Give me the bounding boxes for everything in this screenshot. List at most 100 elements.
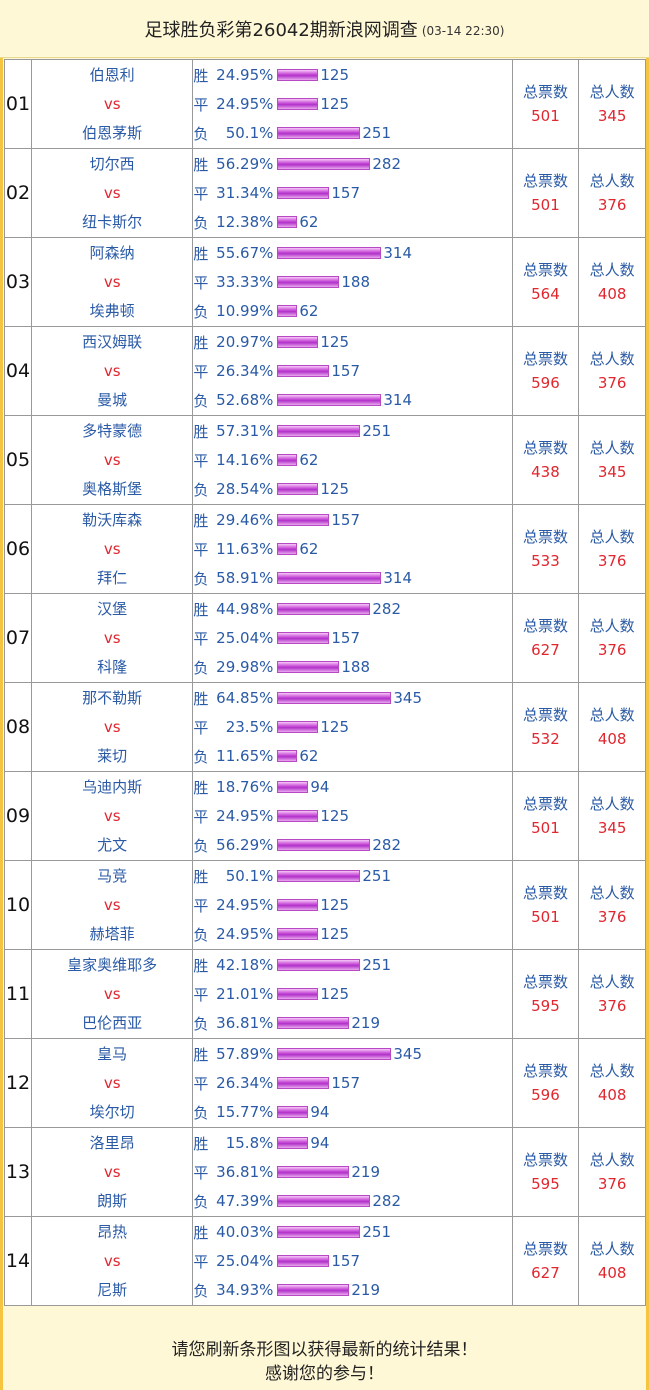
away-team[interactable]: 曼城 <box>97 390 128 409</box>
home-team[interactable]: 多特蒙德 <box>82 421 143 440</box>
total-people-value: 376 <box>597 196 627 214</box>
home-team[interactable]: 伯恩利 <box>89 65 135 84</box>
lose-percent: 36.81% <box>216 1014 274 1032</box>
draw-percent: 25.04% <box>216 629 274 647</box>
home-team[interactable]: 西汉姆联 <box>82 332 143 351</box>
draw-percent: 31.34% <box>216 184 274 202</box>
away-team[interactable]: 莱切 <box>97 746 128 765</box>
draw-line: 平 24.95% 125 <box>193 90 511 119</box>
draw-bar <box>277 1166 350 1178</box>
win-percent: 18.76% <box>216 778 274 796</box>
home-team[interactable]: 皇马 <box>97 1044 128 1063</box>
away-team[interactable]: 纽卡斯尔 <box>82 212 143 231</box>
page-header: 足球胜负彩第26042期新浪网调查 (03-14 22:30) <box>0 0 649 58</box>
win-percent: 20.97% <box>216 333 274 351</box>
total-votes-label: 总票数 <box>522 261 568 279</box>
draw-bar <box>277 365 330 377</box>
draw-label: 平 <box>193 95 209 114</box>
win-label: 胜 <box>193 422 209 441</box>
away-team[interactable]: 科隆 <box>97 657 128 676</box>
away-team[interactable]: 尼斯 <box>97 1280 128 1299</box>
lose-bar <box>277 1195 371 1207</box>
match-row: 13 洛里昂 vs 朗斯 胜 15.8% 94 平 36.81% 219 负 47.39% 282 总票数… <box>4 1127 646 1217</box>
lose-line: 负 24.95% 125 <box>193 920 511 949</box>
draw-label: 平 <box>193 896 209 915</box>
win-bar <box>277 1048 392 1060</box>
draw-label: 平 <box>193 1163 209 1182</box>
home-team[interactable]: 勒沃库森 <box>82 510 143 529</box>
total-votes-label: 总票数 <box>522 83 568 101</box>
away-team[interactable]: 伯恩茅斯 <box>82 123 143 142</box>
lose-count: 314 <box>383 391 413 409</box>
draw-line: 平 25.04% 157 <box>193 1247 511 1276</box>
away-team[interactable]: 奥格斯堡 <box>82 479 143 498</box>
draw-count: 125 <box>320 807 350 825</box>
win-bar <box>277 514 330 526</box>
draw-label: 平 <box>193 540 209 559</box>
lose-bar <box>277 483 319 495</box>
home-team[interactable]: 阿森纳 <box>89 243 135 262</box>
match-row: 11 皇家奥维耶多 vs 巴伦西亚 胜 42.18% 251 平 21.01% 125 负 36.81… <box>4 949 646 1039</box>
total-people-cell: 总人数 376 <box>578 148 646 238</box>
draw-percent: 23.5% <box>225 718 274 736</box>
total-votes-cell: 总票数 596 <box>511 326 580 416</box>
vote-bars: 胜 15.8% 94 平 36.81% 219 负 47.39% 282 <box>192 1127 513 1217</box>
win-line: 胜 55.67% 314 <box>193 239 511 268</box>
total-people-label: 总人数 <box>589 439 635 457</box>
win-bar <box>277 1226 361 1238</box>
win-percent: 50.1% <box>225 867 274 885</box>
match-row: 10 马竞 vs 赫塔菲 胜 50.1% 251 平 24.95% 125 负 24.95% 125 总票… <box>4 860 646 950</box>
home-team[interactable]: 昂热 <box>97 1222 128 1241</box>
lose-count: 188 <box>341 658 371 676</box>
lose-bar <box>277 305 298 317</box>
home-team[interactable]: 马竞 <box>97 866 128 885</box>
lose-bar <box>277 928 319 940</box>
match-teams: 皇家奥维耶多 vs 巴伦西亚 <box>30 949 194 1039</box>
match-teams: 乌迪内斯 vs 尤文 <box>30 771 194 861</box>
away-team[interactable]: 拜仁 <box>97 568 128 587</box>
away-team[interactable]: 埃尔切 <box>89 1102 135 1121</box>
lose-percent: 15.77% <box>216 1103 274 1121</box>
home-team[interactable]: 洛里昂 <box>89 1133 135 1152</box>
away-team[interactable]: 赫塔菲 <box>89 924 135 943</box>
win-percent: 29.46% <box>216 511 274 529</box>
away-team[interactable]: 尤文 <box>97 835 128 854</box>
vs-label: vs <box>103 628 121 647</box>
total-people-value: 345 <box>597 819 627 837</box>
draw-count: 157 <box>331 184 361 202</box>
lose-percent: 56.29% <box>216 836 274 854</box>
total-people-cell: 总人数 376 <box>578 326 646 416</box>
total-people-cell: 总人数 345 <box>578 771 646 861</box>
total-votes-label: 总票数 <box>522 350 568 368</box>
lose-line: 负 36.81% 219 <box>193 1009 511 1038</box>
win-label: 胜 <box>193 1223 209 1242</box>
lose-bar <box>277 572 382 584</box>
away-team[interactable]: 埃弗顿 <box>89 301 135 320</box>
away-team[interactable]: 巴伦西亚 <box>82 1013 143 1032</box>
match-row: 04 西汉姆联 vs 曼城 胜 20.97% 125 平 26.34% 157 负 52.68% 314… <box>4 326 646 416</box>
home-team[interactable]: 乌迪内斯 <box>82 777 143 796</box>
win-count: 94 <box>310 778 330 796</box>
lose-bar <box>277 839 371 851</box>
total-votes-label: 总票数 <box>522 528 568 546</box>
total-people-label: 总人数 <box>589 795 635 813</box>
vote-bars: 胜 50.1% 251 平 24.95% 125 负 24.95% 125 <box>192 860 513 950</box>
home-team[interactable]: 切尔西 <box>89 154 135 173</box>
home-team[interactable]: 那不勒斯 <box>82 688 143 707</box>
home-team[interactable]: 汉堡 <box>97 599 128 618</box>
win-bar <box>277 158 371 170</box>
total-people-value: 408 <box>597 730 627 748</box>
win-line: 胜 57.89% 345 <box>193 1040 511 1069</box>
away-team[interactable]: 朗斯 <box>97 1191 128 1210</box>
total-people-cell: 总人数 376 <box>578 860 646 950</box>
lose-percent: 29.98% <box>216 658 274 676</box>
win-label: 胜 <box>193 600 209 619</box>
vs-label: vs <box>103 717 121 736</box>
vs-label: vs <box>103 984 121 1003</box>
win-percent: 57.89% <box>216 1045 274 1063</box>
win-label: 胜 <box>193 511 209 530</box>
draw-count: 219 <box>351 1163 381 1181</box>
lose-count: 62 <box>299 302 319 320</box>
home-team[interactable]: 皇家奥维耶多 <box>67 955 158 974</box>
win-line: 胜 64.85% 345 <box>193 684 511 713</box>
